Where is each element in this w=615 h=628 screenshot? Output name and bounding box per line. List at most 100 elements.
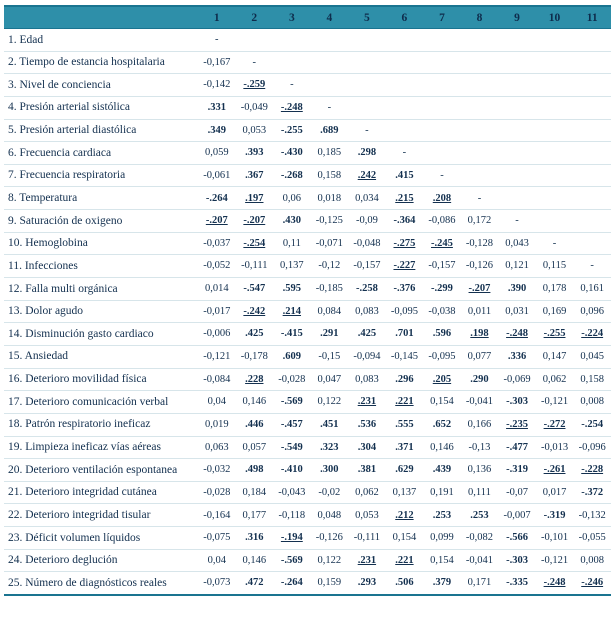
correlation-cell: -0,055 xyxy=(573,526,611,550)
correlation-cell: 0,146 xyxy=(423,436,461,460)
correlation-cell: .498 xyxy=(235,458,274,482)
correlation-cell: .595 xyxy=(273,277,311,301)
correlation-cell: -0,125 xyxy=(310,209,349,233)
correlation-cell: -0,101 xyxy=(535,526,574,550)
row-label: 25. Número de diagnósticos reales xyxy=(8,576,167,589)
row-label: 21. Deterioro integridad cutánea xyxy=(4,481,198,505)
table-row: 2. Tiempo de estancia hospitalaria -0,167… xyxy=(4,51,611,75)
table-row: 8. Temperatura -.264.197 0,06 0,018 0,034.21… xyxy=(4,186,611,211)
correlation-cell xyxy=(310,73,349,97)
correlation-cell: .371 xyxy=(385,436,424,460)
correlation-cell: 0,031 xyxy=(498,300,536,324)
correlation-cell xyxy=(423,119,461,143)
correlation-cell: .205 xyxy=(423,368,461,392)
correlation-cell: -0,118 xyxy=(273,503,311,528)
correlation-cell: .336 xyxy=(498,345,536,369)
correlation-cell: .197 xyxy=(235,186,274,211)
correlation-cell: .425 xyxy=(235,322,274,346)
correlation-cell xyxy=(535,209,574,233)
correlation-cell: -.410 xyxy=(273,458,311,482)
correlation-cell xyxy=(498,119,536,143)
correlation-cell xyxy=(423,141,461,165)
correlation-cell: -0,049 xyxy=(235,96,274,120)
correlation-cell: -.335 xyxy=(506,577,528,589)
correlation-cell: -0,052 xyxy=(198,254,236,279)
correlation-cell: -0,006 xyxy=(198,322,236,346)
correlation-cell: - xyxy=(498,209,536,233)
correlation-cell: -0,178 xyxy=(235,345,274,369)
correlation-cell: - xyxy=(273,73,311,97)
correlation-cell xyxy=(348,73,386,97)
correlation-cell: 0,062 xyxy=(348,481,386,505)
correlation-cell: -.242 xyxy=(235,300,274,324)
correlation-cell: -0,013 xyxy=(535,436,574,460)
correlation-cell: 0,147 xyxy=(535,345,574,369)
correlation-cell: 0,154 xyxy=(423,390,461,414)
correlation-cell: - xyxy=(573,254,611,279)
correlation-cell xyxy=(573,209,611,233)
correlation-cell: -0,07 xyxy=(498,481,536,505)
correlation-cell: -.264 xyxy=(198,186,236,211)
correlation-cell: .231 xyxy=(348,390,386,414)
row-label: 23. Déficit volumen líquidos xyxy=(4,526,198,550)
correlation-cell: -0,157 xyxy=(348,254,386,279)
correlation-cell: -.272 xyxy=(535,413,574,437)
correlation-cell: -0,073 xyxy=(203,577,231,589)
row-label: 14. Disminución gasto cardiaco xyxy=(4,322,198,346)
correlation-cell: 0,077 xyxy=(460,345,499,369)
correlation-cell: 0,137 xyxy=(385,481,424,505)
correlation-cell: 0,099 xyxy=(423,526,461,550)
correlation-cell xyxy=(310,51,349,75)
correlation-cell: -.258 xyxy=(348,277,386,301)
correlation-cell: 0,008 xyxy=(573,549,611,573)
correlation-cell: .221 xyxy=(385,390,424,414)
correlation-cell xyxy=(573,186,611,211)
correlation-cell xyxy=(535,73,574,97)
correlation-cell: -0,082 xyxy=(460,526,499,550)
correlation-cell xyxy=(498,96,536,120)
correlation-cell: .415 xyxy=(385,164,424,188)
correlation-cell xyxy=(460,51,499,75)
correlation-matrix-table: 1 2 3 4 5 6 7 8 9 10 11 1. Edad -2. Tiempo de estan… xyxy=(4,5,611,597)
table-row: 14. Disminución gasto cardiaco -0,006.425… xyxy=(4,322,611,346)
correlation-cell: .701 xyxy=(385,322,424,346)
correlation-cell: -.259 xyxy=(235,73,274,97)
correlation-cell: -.264 xyxy=(280,577,303,589)
correlation-cell: 0,083 xyxy=(348,300,386,324)
correlation-cell xyxy=(273,51,311,75)
row-label: 1. Edad xyxy=(4,28,198,52)
correlation-cell: .451 xyxy=(310,413,349,437)
correlation-cell: .253 xyxy=(460,503,499,528)
correlation-cell: 0,115 xyxy=(535,254,574,279)
correlation-cell: -0,164 xyxy=(198,503,236,528)
correlation-cell: -.569 xyxy=(273,549,311,573)
correlation-cell: -.207 xyxy=(235,209,274,233)
correlation-cell: 0,159 xyxy=(317,577,342,589)
correlation-cell xyxy=(498,164,536,188)
correlation-cell: -0,007 xyxy=(498,503,536,528)
correlation-cell: -.255 xyxy=(273,119,311,143)
table-row: 9. Saturación de oxigeno -.207 -.207.430 -0… xyxy=(4,209,611,233)
correlation-cell: .555 xyxy=(385,413,424,437)
row-label: 2. Tiempo de estancia hospitalaria xyxy=(4,51,198,75)
correlation-cell: 0,185 xyxy=(310,141,349,165)
table-row: 15. Ansiedad -0,121 -0,178.609 -0,15 -0,094-… xyxy=(4,345,611,369)
correlation-cell: 0,096 xyxy=(573,300,611,324)
correlation-cell: .439 xyxy=(423,458,461,482)
correlation-cell: 0,121 xyxy=(498,254,536,279)
table-row: 16. Deterioro movilidad física -0,084.228… xyxy=(4,368,611,392)
table-row: 10. Hemoglobina -0,037 -.254 0,11 -0,071 -0,0… xyxy=(4,232,611,256)
table-body: 1. Edad -2. Tiempo de estancia hospitalar… xyxy=(4,28,611,596)
correlation-cell: .367 xyxy=(235,164,274,188)
correlation-cell: -.194 xyxy=(273,526,311,550)
correlation-cell xyxy=(460,141,499,165)
correlation-cell: -0,111 xyxy=(235,254,274,279)
column-header-2: 2 xyxy=(235,6,274,29)
correlation-cell xyxy=(385,119,424,143)
table-row: 19. Limpieza ineficaz vías aéreas 0,063 0,… xyxy=(4,436,611,460)
correlation-cell: 0,146 xyxy=(235,549,274,573)
correlation-cell xyxy=(573,164,611,188)
table-row: 11. Infecciones -0,052 -0,111 0,137 -0,12 -0,… xyxy=(4,254,611,279)
correlation-cell: -.248 xyxy=(543,577,566,589)
correlation-cell: -0,084 xyxy=(198,368,236,392)
